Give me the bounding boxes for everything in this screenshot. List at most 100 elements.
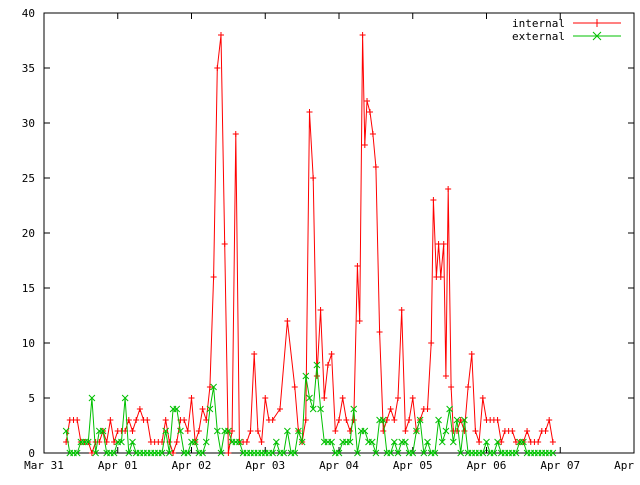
- data-point-internal: [214, 65, 221, 71]
- data-point-internal: [136, 406, 143, 412]
- data-point-internal: [442, 373, 449, 379]
- data-point-internal: [535, 439, 542, 445]
- data-point-internal: [262, 395, 269, 401]
- data-point-external: [129, 438, 136, 446]
- data-point-external: [413, 427, 420, 435]
- data-point-external: [424, 438, 431, 446]
- data-point-external: [328, 438, 335, 446]
- data-point-internal: [498, 439, 505, 445]
- data-point-internal: [199, 406, 206, 412]
- data-point-internal: [170, 450, 177, 456]
- data-point-internal: [229, 428, 236, 434]
- data-point-internal: [402, 428, 409, 434]
- x-tick-label: Apr 05: [393, 459, 433, 472]
- data-point-external: [291, 449, 299, 457]
- data-point-internal: [546, 417, 553, 423]
- data-point-internal: [251, 351, 258, 357]
- data-point-internal: [461, 428, 468, 434]
- data-point-external: [394, 449, 402, 457]
- data-point-internal: [549, 439, 556, 445]
- data-point-external: [269, 449, 276, 457]
- data-point-external: [453, 416, 461, 424]
- x-tick-label: Apr 02: [172, 459, 212, 472]
- y-tick-label: 20: [22, 227, 35, 240]
- data-point-external: [335, 449, 343, 457]
- data-point-internal: [468, 351, 475, 357]
- data-point-internal: [306, 109, 313, 115]
- data-point-internal: [372, 164, 379, 170]
- data-point-external: [184, 449, 192, 457]
- data-point-external: [442, 427, 450, 435]
- x-axis: Mar 31 Apr 01 Apr 02 Apr 03 Apr 04 Apr 05 Apr …: [24, 13, 640, 472]
- legend: internal external: [512, 17, 621, 43]
- data-point-internal: [133, 417, 140, 423]
- data-point-external: [217, 449, 225, 457]
- plot-frame: [43, 12, 635, 454]
- legend-label-internal: internal: [512, 17, 565, 30]
- data-point-external: [125, 449, 133, 457]
- x-tick-label: Apr 01: [98, 459, 138, 472]
- y-tick-label: 25: [22, 172, 35, 185]
- data-point-external: [457, 449, 465, 457]
- y-tick-label: 30: [22, 117, 35, 130]
- data-point-external: [520, 438, 527, 446]
- data-point-internal: [339, 395, 346, 401]
- data-point-external: [92, 449, 99, 457]
- data-point-external: [387, 449, 394, 457]
- data-point-external: [549, 449, 557, 457]
- data-point-external: [158, 449, 166, 457]
- data-point-internal: [350, 417, 357, 423]
- legend-marker-internal: [593, 19, 601, 27]
- series-line-internal: [65, 34, 554, 455]
- data-point-external: [210, 383, 217, 391]
- x-tick-label: Mar 31: [24, 459, 64, 472]
- data-point-internal: [354, 263, 361, 269]
- data-point-external: [409, 449, 417, 457]
- data-point-internal: [284, 318, 291, 324]
- y-axis: 0 5 10 15 20 25 30 35 40: [22, 7, 634, 460]
- data-point-external: [298, 438, 306, 446]
- data-point-internal: [254, 428, 261, 434]
- data-point-internal: [111, 439, 118, 445]
- y-tick-label: 35: [22, 62, 35, 75]
- data-point-external: [191, 438, 199, 446]
- data-point-external: [177, 427, 184, 435]
- data-point-external: [368, 438, 376, 446]
- data-point-internal: [542, 428, 549, 434]
- data-point-internal: [210, 274, 217, 280]
- data-point-external: [84, 438, 92, 446]
- data-point-internal: [277, 406, 283, 412]
- y-tick-label: 0: [28, 447, 35, 460]
- data-point-external: [99, 427, 107, 435]
- data-point-external: [199, 449, 206, 457]
- legend-label-external: external: [512, 30, 565, 43]
- data-point-external: [295, 427, 302, 435]
- data-point-external: [461, 416, 468, 424]
- data-point-external: [306, 394, 313, 402]
- data-point-internal: [225, 450, 232, 456]
- data-point-external: [512, 449, 520, 457]
- data-point-internal: [391, 417, 398, 423]
- data-point-external: [313, 361, 321, 369]
- data-point-external: [110, 449, 118, 457]
- data-point-internal: [347, 428, 354, 434]
- data-point-external: [390, 438, 398, 446]
- data-point-external: [435, 416, 442, 424]
- data-point-internal: [317, 307, 324, 313]
- data-point-external: [88, 394, 96, 402]
- data-point-external: [202, 438, 210, 446]
- data-point-internal: [321, 395, 328, 401]
- data-point-external: [431, 449, 439, 457]
- data-point-internal: [162, 417, 169, 423]
- data-point-external: [118, 438, 125, 446]
- x-tick-label: Apr 04: [319, 459, 359, 472]
- data-point-internal: [218, 32, 224, 38]
- data-point-internal: [206, 384, 213, 390]
- data-point-external: [162, 427, 170, 435]
- data-point-internal: [376, 329, 383, 335]
- data-point-external: [213, 427, 221, 435]
- data-point-external: [354, 449, 361, 457]
- data-point-internal: [409, 395, 416, 401]
- data-point-external: [166, 449, 173, 457]
